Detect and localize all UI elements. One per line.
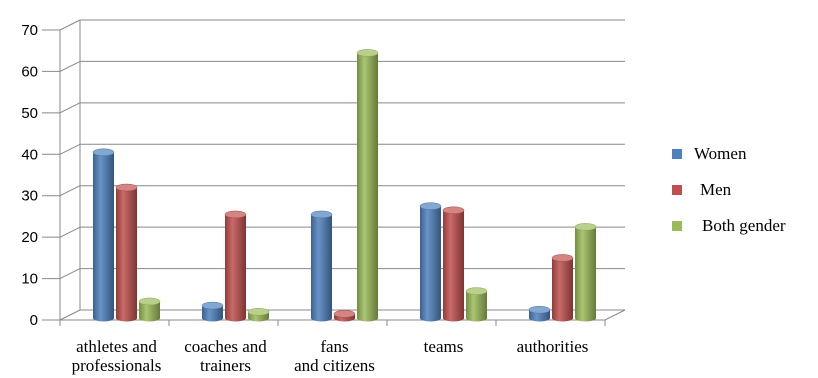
gridline-depth bbox=[59, 309, 81, 321]
x-category-label: trainers bbox=[200, 356, 251, 375]
gridline-depth bbox=[59, 226, 81, 238]
y-tick-label: 20 bbox=[21, 229, 38, 246]
bars bbox=[92, 49, 597, 322]
gridline-depth bbox=[59, 143, 81, 155]
legend-swatch bbox=[672, 185, 682, 195]
x-category-label: teams bbox=[424, 337, 464, 356]
bar-women bbox=[528, 305, 551, 322]
gridline-depth bbox=[59, 19, 81, 31]
legend-swatch bbox=[672, 221, 682, 231]
legend-swatch bbox=[672, 149, 682, 159]
gridline-depth bbox=[59, 268, 81, 280]
x-category-label: authorities bbox=[517, 337, 589, 356]
y-tick-label: 50 bbox=[21, 105, 38, 122]
legend-label: Men bbox=[700, 180, 732, 199]
legend: Women Men Both gender bbox=[672, 144, 786, 235]
bar-men bbox=[551, 254, 574, 322]
bar-both-gender bbox=[138, 297, 161, 322]
x-category-label: and citizens bbox=[294, 356, 375, 375]
bar-women bbox=[310, 210, 333, 322]
bar-women bbox=[419, 202, 442, 322]
bar-both-gender bbox=[465, 287, 488, 322]
y-tick-label: 10 bbox=[21, 271, 38, 288]
gridlines bbox=[59, 19, 625, 321]
x-category-label: coaches and bbox=[184, 337, 267, 356]
bar-men bbox=[442, 206, 465, 322]
bar-women bbox=[92, 148, 115, 322]
gridline-depth bbox=[59, 102, 81, 114]
x-category-label: professionals bbox=[72, 356, 162, 375]
y-tick-labels: 0 10 20 30 40 50 60 70 bbox=[21, 22, 38, 329]
y-tick-label: 40 bbox=[21, 146, 38, 163]
gridline-depth bbox=[59, 185, 81, 197]
bar-women bbox=[201, 301, 224, 322]
bar-both-gender bbox=[247, 308, 270, 322]
y-tick-label: 70 bbox=[21, 22, 38, 39]
x-category-label: athletes and bbox=[76, 337, 157, 356]
bar-men bbox=[224, 210, 247, 322]
legend-label: Women bbox=[694, 144, 747, 163]
y-tick-label: 0 bbox=[30, 312, 38, 329]
gridline-depth bbox=[59, 60, 81, 72]
legend-label: Both gender bbox=[702, 216, 786, 235]
y-tick-label: 60 bbox=[21, 63, 38, 80]
bar-men bbox=[333, 310, 356, 322]
bar-both-gender bbox=[574, 223, 597, 322]
bar-both-gender bbox=[356, 49, 379, 322]
bar-men bbox=[115, 183, 138, 322]
y-tick-label: 30 bbox=[21, 188, 38, 205]
x-category-label: fans bbox=[320, 337, 348, 356]
